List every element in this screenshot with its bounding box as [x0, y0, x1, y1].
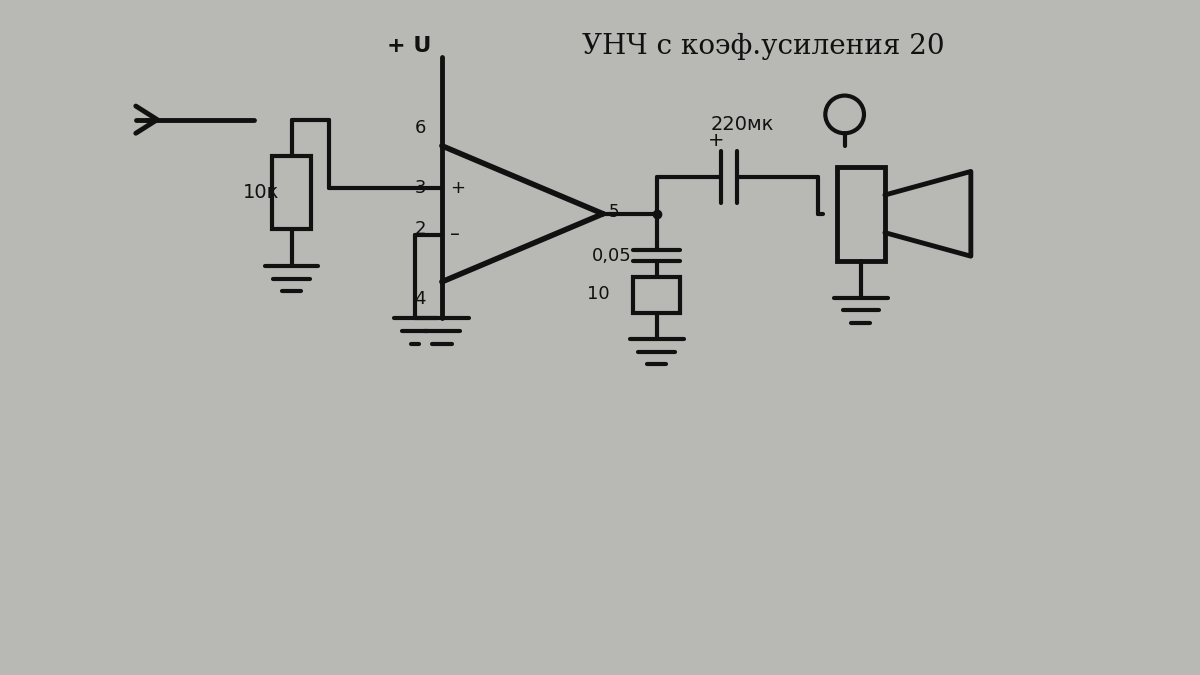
- Text: +: +: [708, 131, 724, 150]
- Text: +: +: [450, 179, 466, 196]
- Bar: [836, 167, 884, 261]
- Text: –: –: [450, 225, 461, 244]
- Bar: [272, 156, 311, 230]
- Text: 6: 6: [414, 119, 426, 138]
- Text: УНЧ с коэф.усиления 20: УНЧ с коэф.усиления 20: [582, 33, 944, 60]
- Text: 5: 5: [608, 202, 619, 221]
- Text: 0,05: 0,05: [593, 246, 632, 265]
- Text: 2: 2: [414, 221, 426, 238]
- Text: 220мк: 220мк: [710, 115, 774, 134]
- Text: + U: + U: [388, 36, 432, 57]
- Bar: [634, 277, 680, 313]
- Text: 3: 3: [414, 179, 426, 196]
- Text: 4: 4: [414, 290, 426, 308]
- Text: 10к: 10к: [244, 184, 280, 202]
- Text: 10: 10: [587, 286, 610, 303]
